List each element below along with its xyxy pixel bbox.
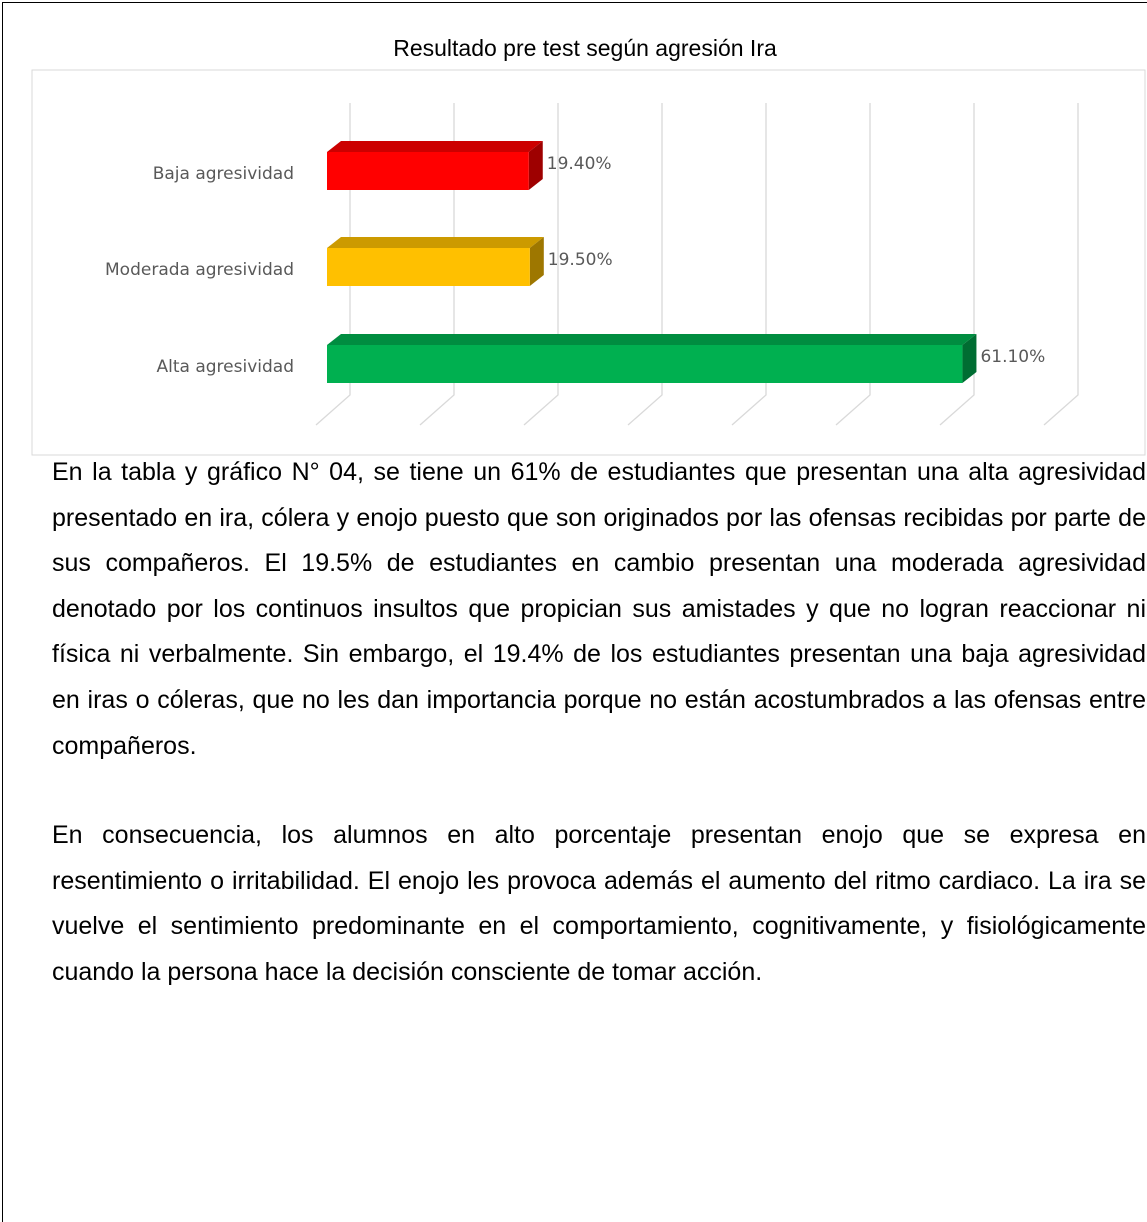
- grid-line: [627, 103, 663, 426]
- bar-face: [327, 237, 544, 248]
- grid-line: [315, 103, 351, 426]
- data-label: 61.10%: [980, 347, 1045, 367]
- bar: [327, 237, 544, 286]
- bar-face: [327, 152, 529, 190]
- bar-face: [327, 248, 530, 286]
- y-tick-label: Alta agresividad: [157, 357, 295, 377]
- chart-area: [31, 69, 1146, 456]
- bar-face: [529, 237, 544, 286]
- y-tick-label: Moderada agresividad: [105, 260, 294, 280]
- grid-line: [1043, 103, 1079, 426]
- chart: Resultado pre test según agresión Ira Ba…: [31, 35, 1146, 456]
- bar-face: [528, 141, 543, 190]
- grid-line: [835, 103, 871, 426]
- chart-title: Resultado pre test según agresión Ira: [393, 35, 777, 61]
- bar-face: [327, 141, 543, 152]
- grid-line: [523, 103, 559, 426]
- grid-line: [939, 103, 975, 426]
- bar-face: [962, 334, 977, 383]
- grid-line: [731, 103, 767, 426]
- y-tick-label: Baja agresividad: [153, 164, 294, 184]
- bar-face: [327, 334, 977, 345]
- bar-face: [327, 345, 963, 383]
- grid-line: [419, 103, 455, 426]
- data-label: 19.50%: [548, 250, 613, 270]
- bar: [327, 334, 977, 383]
- body-text: En la tabla y gráfico N° 04, se tiene un…: [52, 450, 1146, 1040]
- bar: [327, 141, 543, 190]
- data-label: 19.40%: [547, 154, 612, 174]
- paragraph: En consecuencia, los alumnos en alto por…: [52, 821, 1146, 986]
- paragraph: En la tabla y gráfico N° 04, se tiene un…: [52, 458, 1146, 760]
